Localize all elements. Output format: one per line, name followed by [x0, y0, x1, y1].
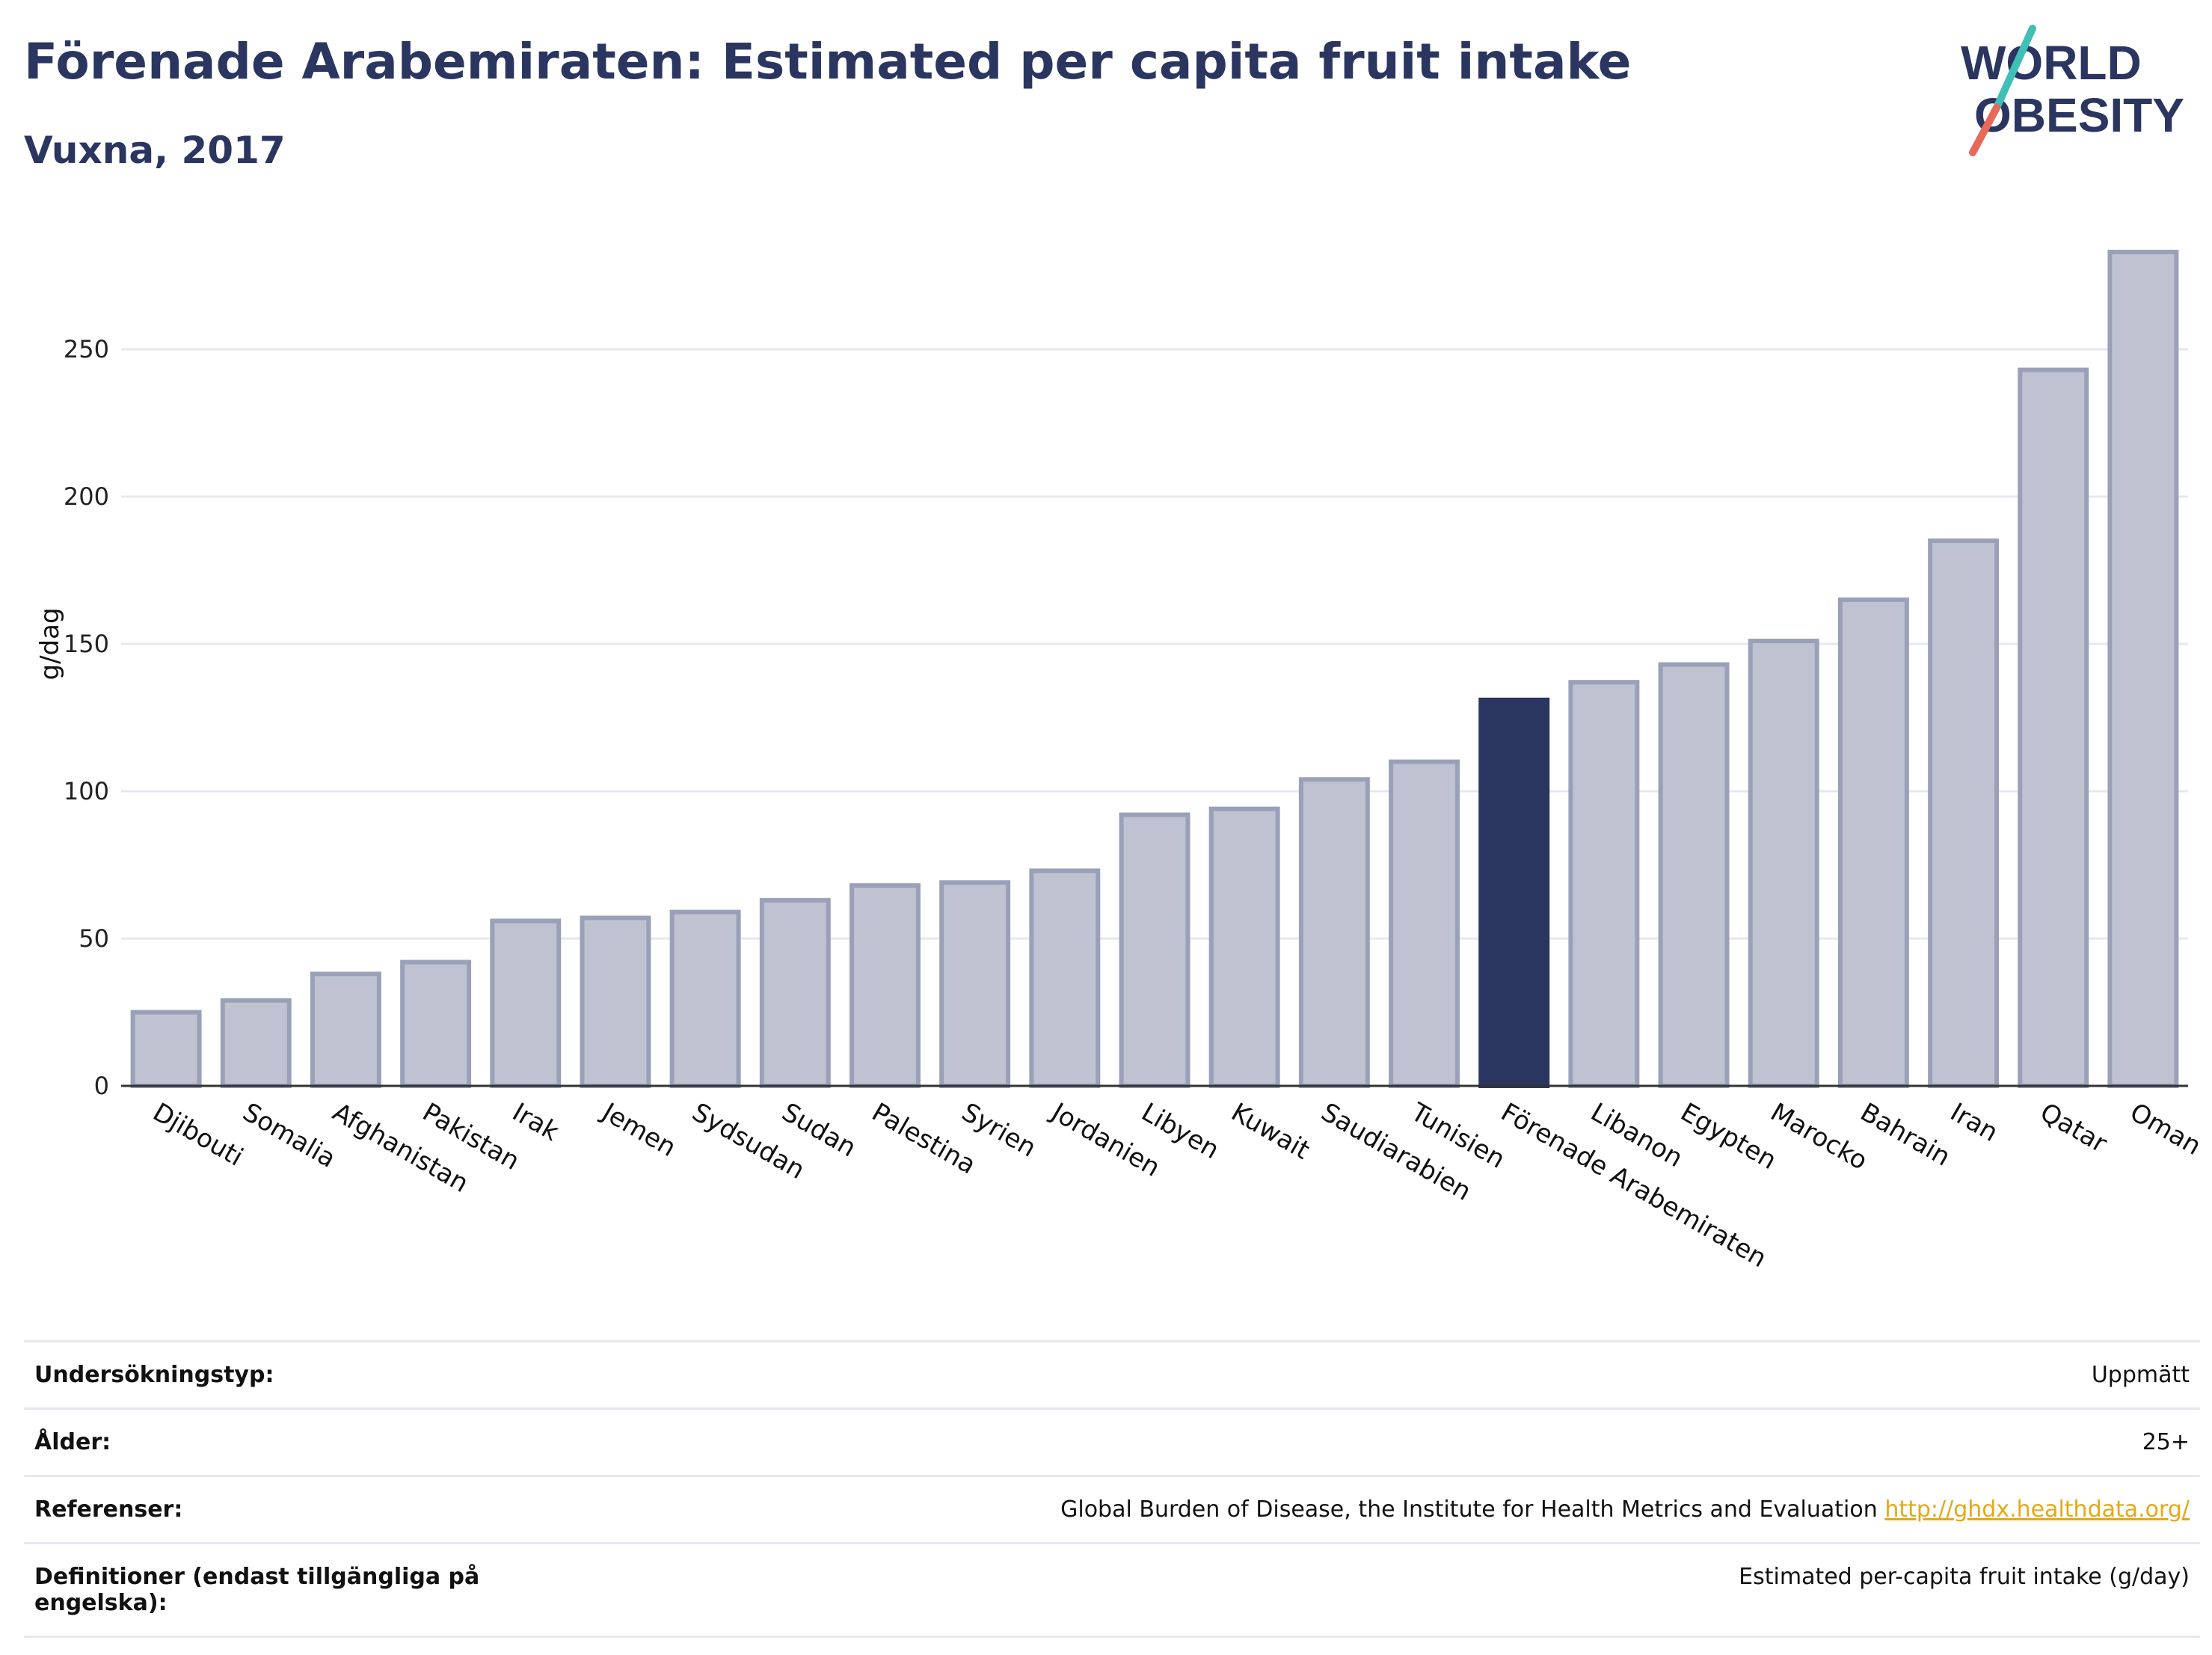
bar: [1837, 597, 1909, 1088]
y-tick-label: 50: [79, 924, 109, 953]
bar: [490, 918, 562, 1088]
x-tick-label: Egypten: [1676, 1097, 1782, 1176]
age-label: Ålder:: [34, 1429, 111, 1455]
bar: [400, 959, 472, 1089]
bar-chart: 050100150200250g/dagDjiboutiSomaliaAfgha…: [35, 249, 2206, 1274]
definitions-value: Estimated per-capita fruit intake (g/day…: [1739, 1564, 2190, 1590]
bar: [1928, 538, 2000, 1088]
bar: [759, 897, 831, 1089]
bar: [1208, 806, 1280, 1088]
age-row: Ålder: 25+: [24, 1408, 2200, 1476]
references-value: Global Burden of Disease, the Institute …: [523, 1476, 2200, 1544]
age-value: 25+: [2142, 1429, 2190, 1455]
bar: [850, 883, 921, 1088]
y-tick-label: 100: [64, 777, 109, 805]
x-tick-label: Djibouti: [148, 1097, 248, 1173]
bar: [1298, 777, 1370, 1088]
references-text: Global Burden of Disease, the Institute …: [1060, 1496, 1878, 1523]
bar: [310, 971, 381, 1089]
y-tick-label: 0: [94, 1072, 109, 1100]
chart-subtitle: Vuxna, 2017: [24, 129, 286, 172]
y-tick-label: 250: [64, 335, 109, 363]
x-tick-label: Oman: [2125, 1097, 2206, 1161]
x-tick-label: Jemen: [596, 1096, 681, 1163]
world-obesity-logo: WORLD OBESITY: [1961, 25, 2184, 156]
bar: [1389, 759, 1460, 1088]
y-axis-label: g/dag: [35, 607, 65, 680]
references-link[interactable]: http://ghdx.healthdata.org/: [1884, 1496, 2190, 1523]
logo-text-obesity: OBESITY: [1974, 88, 2184, 142]
y-tick-label: 150: [64, 630, 109, 658]
x-tick-label: Bahrain: [1855, 1097, 1956, 1172]
logo-slash-teal: [1993, 25, 2036, 111]
bar: [1568, 680, 1640, 1088]
y-tick-label: 200: [64, 482, 109, 511]
x-tick-label: Irak: [507, 1097, 564, 1147]
bar: [2018, 367, 2089, 1088]
x-tick-label: Iran: [1945, 1097, 2003, 1148]
bar: [1658, 662, 1730, 1088]
bar: [130, 1010, 202, 1088]
x-tick-label: Kuwait: [1226, 1097, 1315, 1165]
bar: [1478, 697, 1550, 1088]
chart-title: Förenade Arabemiraten: Estimated per cap…: [24, 33, 1632, 90]
survey-type-value: Uppmätt: [2091, 1362, 2190, 1388]
logo-text-world: WORLD: [1961, 36, 2142, 90]
definitions-row: Definitioner (endast tillgängliga på eng…: [24, 1543, 2200, 1637]
bar: [580, 915, 651, 1089]
bar: [1748, 639, 1819, 1088]
x-tick-label: Marocko: [1766, 1097, 1872, 1176]
x-tick-label: Saudiarabien: [1316, 1097, 1476, 1207]
bar: [939, 880, 1011, 1088]
survey-type-label: Undersökningstyp:: [34, 1362, 274, 1388]
bar: [669, 909, 741, 1089]
references-label: Referenser:: [34, 1496, 183, 1523]
logo-slash-coral: [1969, 104, 2000, 156]
bar: [1029, 868, 1101, 1088]
bar: [220, 998, 292, 1088]
definitions-label: Definitioner (endast tillgängliga på eng…: [34, 1564, 480, 1616]
metadata-table: Undersökningstyp: Uppmätt Ålder: 25+ Ref…: [24, 1340, 2200, 1638]
x-tick-label: Somalia: [238, 1097, 341, 1174]
bar: [1119, 812, 1191, 1089]
references-row: Referenser: Global Burden of Disease, th…: [24, 1476, 2200, 1544]
survey-type-row: Undersökningstyp: Uppmätt: [24, 1341, 2200, 1409]
bar: [2107, 249, 2179, 1089]
x-tick-label: Qatar: [2035, 1097, 2112, 1159]
